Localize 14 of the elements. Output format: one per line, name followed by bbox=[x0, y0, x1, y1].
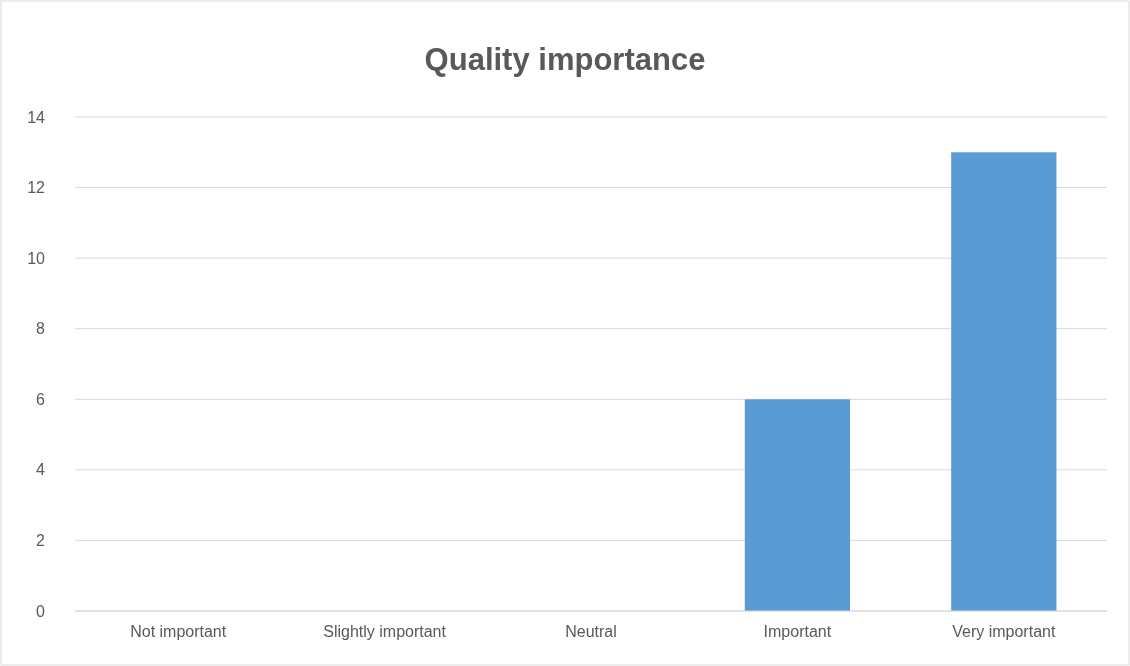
y-tick-label: 2 bbox=[36, 532, 46, 550]
y-tick-label: 6 bbox=[36, 390, 46, 408]
y-tick-label: 8 bbox=[36, 320, 46, 338]
y-tick-label: 4 bbox=[36, 461, 46, 479]
x-tick-label: Not important bbox=[130, 623, 227, 640]
y-tick-label: 0 bbox=[36, 602, 46, 620]
x-tick-label: Very important bbox=[952, 623, 1056, 640]
y-tick-label: 10 bbox=[27, 249, 46, 267]
x-tick-label: Neutral bbox=[565, 623, 617, 640]
y-tick-label: 14 bbox=[27, 108, 46, 126]
x-tick-label: Important bbox=[763, 623, 832, 640]
x-tick-label: Slightly important bbox=[323, 623, 447, 640]
chart-title: Quality importance bbox=[424, 42, 706, 77]
y-tick-label: 12 bbox=[27, 179, 46, 197]
